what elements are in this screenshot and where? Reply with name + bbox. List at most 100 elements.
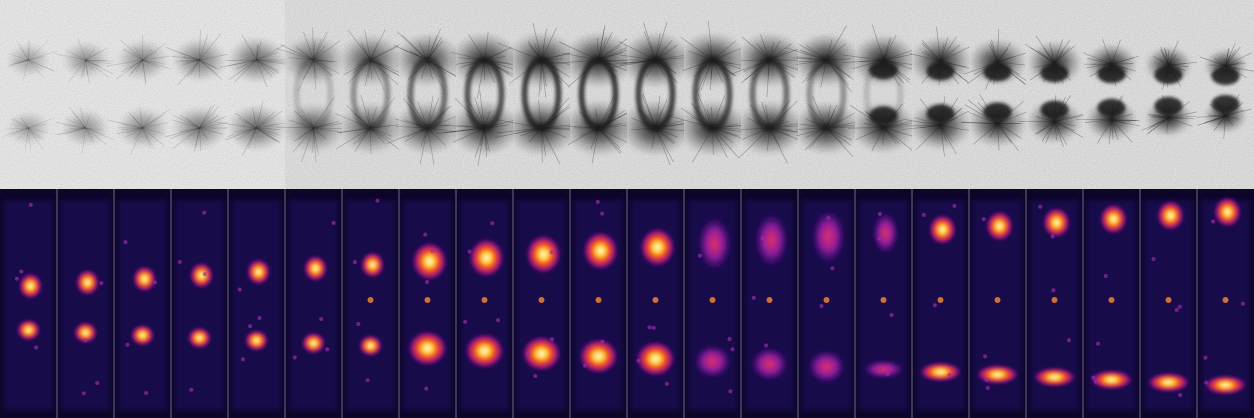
speck bbox=[463, 319, 468, 324]
spot bbox=[1222, 297, 1229, 303]
chromosome-blob bbox=[303, 255, 328, 282]
speck bbox=[28, 202, 33, 207]
speck bbox=[1096, 341, 1101, 346]
chromosome-blob bbox=[582, 230, 619, 271]
speck bbox=[123, 240, 128, 245]
speck bbox=[331, 220, 336, 225]
speck bbox=[533, 374, 538, 379]
chromosome-blob bbox=[411, 241, 448, 282]
speck bbox=[125, 342, 130, 347]
haze bbox=[403, 200, 452, 410]
haze bbox=[4, 200, 53, 410]
spot bbox=[1108, 297, 1115, 303]
speck bbox=[526, 352, 531, 357]
spot bbox=[709, 297, 716, 303]
speck bbox=[189, 387, 194, 392]
speck bbox=[424, 386, 429, 391]
speck bbox=[1174, 307, 1179, 312]
speck bbox=[319, 316, 324, 321]
speck bbox=[257, 316, 262, 321]
speck bbox=[826, 215, 831, 220]
chromosome-blob bbox=[132, 265, 157, 293]
chromosome-blob bbox=[806, 348, 847, 385]
speck bbox=[202, 272, 207, 277]
speck bbox=[144, 390, 149, 395]
spot bbox=[766, 297, 773, 303]
speck bbox=[365, 378, 370, 383]
speck bbox=[751, 295, 756, 300]
chromosome-blob bbox=[1203, 375, 1248, 395]
chromosome-blob bbox=[1089, 369, 1134, 390]
chromosome-blob bbox=[692, 343, 733, 380]
speck bbox=[984, 377, 989, 382]
haze bbox=[517, 200, 566, 410]
speck bbox=[549, 337, 554, 342]
chromosome-blob bbox=[1042, 207, 1071, 238]
speck bbox=[819, 304, 824, 309]
chromosome-blob bbox=[639, 227, 676, 268]
chromosome-blob bbox=[18, 272, 43, 300]
speck bbox=[952, 203, 957, 208]
haze bbox=[175, 200, 224, 410]
speck bbox=[423, 232, 428, 237]
chromosome-blob bbox=[187, 327, 212, 349]
speck bbox=[496, 318, 501, 323]
chromosome-blob bbox=[985, 210, 1014, 242]
speck bbox=[248, 324, 253, 329]
speck bbox=[889, 313, 894, 318]
haze bbox=[118, 200, 167, 410]
speck bbox=[1103, 273, 1108, 278]
speck bbox=[1177, 304, 1182, 309]
speck bbox=[985, 385, 990, 390]
haze bbox=[460, 200, 509, 410]
speck bbox=[981, 217, 986, 222]
speck bbox=[1038, 204, 1043, 209]
speck bbox=[83, 338, 88, 343]
haze bbox=[289, 200, 338, 410]
speck bbox=[1051, 288, 1056, 293]
speck bbox=[1066, 338, 1071, 343]
chromosome-blob bbox=[130, 324, 155, 347]
speck bbox=[240, 357, 245, 362]
spot bbox=[595, 297, 602, 303]
speck bbox=[292, 355, 297, 360]
speck bbox=[1050, 234, 1055, 239]
speck bbox=[582, 363, 587, 368]
chromosome-blob bbox=[696, 214, 733, 273]
speck bbox=[664, 381, 669, 386]
speck bbox=[728, 389, 733, 394]
speck bbox=[983, 354, 988, 359]
speck bbox=[430, 248, 435, 253]
grain bbox=[0, 0, 1254, 189]
speck bbox=[34, 345, 39, 350]
spot bbox=[424, 297, 431, 303]
speck bbox=[1151, 257, 1156, 262]
speck bbox=[763, 243, 768, 248]
chromosome-blob bbox=[16, 319, 41, 341]
chromosome-blob bbox=[407, 330, 448, 367]
haze bbox=[346, 200, 395, 410]
chromosome-blob bbox=[810, 207, 847, 266]
speck bbox=[1240, 301, 1245, 306]
chromosome-blob bbox=[301, 332, 326, 354]
speck bbox=[490, 221, 495, 226]
chromosome-blob bbox=[975, 364, 1020, 385]
speck bbox=[14, 276, 19, 281]
speck bbox=[647, 325, 652, 330]
spot bbox=[937, 297, 944, 303]
speck bbox=[600, 211, 605, 216]
speck bbox=[95, 380, 100, 385]
speck bbox=[81, 391, 86, 396]
chromosome-blob bbox=[189, 262, 214, 289]
chromosome-blob bbox=[468, 238, 505, 278]
chromosome-blob bbox=[749, 346, 790, 383]
chromosome-blob bbox=[753, 211, 790, 269]
speck bbox=[697, 253, 702, 258]
speck bbox=[651, 325, 656, 330]
spot bbox=[880, 297, 887, 303]
speck bbox=[425, 279, 430, 284]
spot bbox=[994, 297, 1001, 303]
speck bbox=[549, 250, 554, 255]
chromosome-blob bbox=[73, 321, 98, 344]
